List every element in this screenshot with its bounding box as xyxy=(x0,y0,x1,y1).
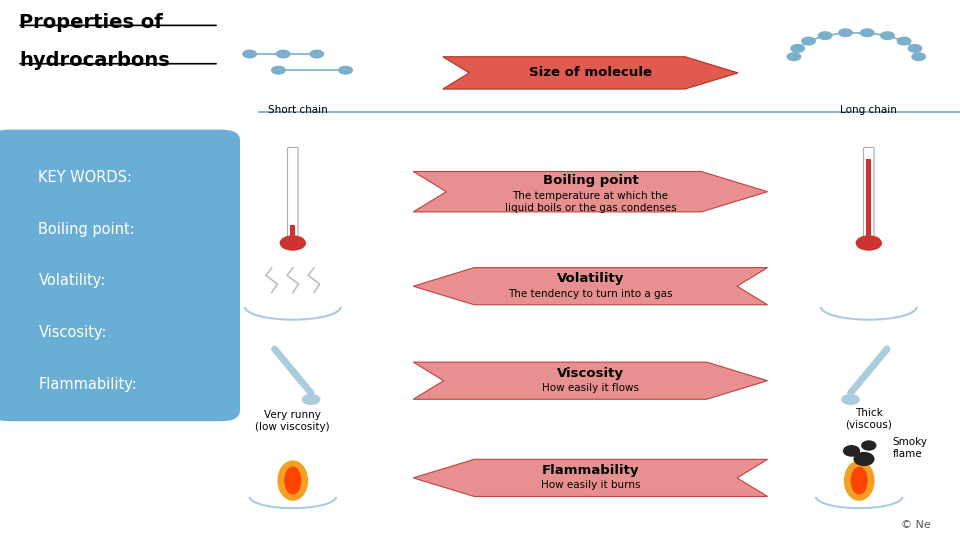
Text: hydrocarbons: hydrocarbons xyxy=(19,51,170,70)
Circle shape xyxy=(908,45,922,52)
Circle shape xyxy=(310,50,324,58)
Ellipse shape xyxy=(861,440,876,451)
Text: liquid boils or the gas condenses: liquid boils or the gas condenses xyxy=(505,203,676,213)
Text: Thick
(viscous): Thick (viscous) xyxy=(846,408,892,429)
Circle shape xyxy=(787,53,801,60)
Text: Viscosity:: Viscosity: xyxy=(38,325,107,340)
Text: Size of molecule: Size of molecule xyxy=(529,66,652,79)
Circle shape xyxy=(818,32,831,39)
Ellipse shape xyxy=(277,460,308,501)
Text: Flammability:: Flammability: xyxy=(38,376,137,392)
Text: Boiling point: Boiling point xyxy=(542,174,638,187)
Circle shape xyxy=(339,66,352,74)
Ellipse shape xyxy=(284,467,301,495)
Text: KEY WORDS:: KEY WORDS: xyxy=(38,170,132,185)
Bar xyxy=(290,225,296,242)
Text: How easily it burns: How easily it burns xyxy=(540,481,640,490)
Text: © Ne: © Ne xyxy=(901,520,931,530)
Circle shape xyxy=(276,50,290,58)
Text: How easily it flows: How easily it flows xyxy=(541,383,639,393)
Circle shape xyxy=(280,236,305,250)
Circle shape xyxy=(839,29,852,37)
Polygon shape xyxy=(413,460,768,496)
Circle shape xyxy=(860,29,874,37)
Circle shape xyxy=(802,37,815,45)
Text: Flammability: Flammability xyxy=(541,464,639,477)
Polygon shape xyxy=(443,57,738,89)
Text: Short chain: Short chain xyxy=(268,105,327,116)
Circle shape xyxy=(912,53,925,60)
Polygon shape xyxy=(413,362,768,399)
Text: Properties of: Properties of xyxy=(19,14,163,32)
Text: Very runny
(low viscosity): Very runny (low viscosity) xyxy=(255,410,330,432)
Polygon shape xyxy=(413,172,768,212)
Text: Viscosity: Viscosity xyxy=(557,367,624,380)
Ellipse shape xyxy=(843,445,860,457)
Text: The tendency to turn into a gas: The tendency to turn into a gas xyxy=(508,289,673,299)
FancyBboxPatch shape xyxy=(0,130,240,421)
Circle shape xyxy=(881,32,895,39)
Ellipse shape xyxy=(853,452,875,466)
Circle shape xyxy=(243,50,256,58)
Text: The temperature at which the: The temperature at which the xyxy=(513,191,668,201)
Circle shape xyxy=(898,37,911,45)
Text: Smoky
flame: Smoky flame xyxy=(893,437,927,459)
Circle shape xyxy=(791,45,804,52)
Polygon shape xyxy=(413,268,768,305)
Text: Volatility:: Volatility: xyxy=(38,273,106,288)
Circle shape xyxy=(842,395,859,404)
Text: Boiling point:: Boiling point: xyxy=(38,222,135,237)
Circle shape xyxy=(856,236,881,250)
Bar xyxy=(867,159,872,242)
FancyBboxPatch shape xyxy=(288,147,298,244)
Ellipse shape xyxy=(851,467,868,495)
Ellipse shape xyxy=(844,460,875,501)
Text: Long chain: Long chain xyxy=(840,105,898,116)
Circle shape xyxy=(302,395,320,404)
FancyBboxPatch shape xyxy=(864,147,874,244)
Circle shape xyxy=(272,66,285,74)
Text: Volatility: Volatility xyxy=(557,272,624,285)
